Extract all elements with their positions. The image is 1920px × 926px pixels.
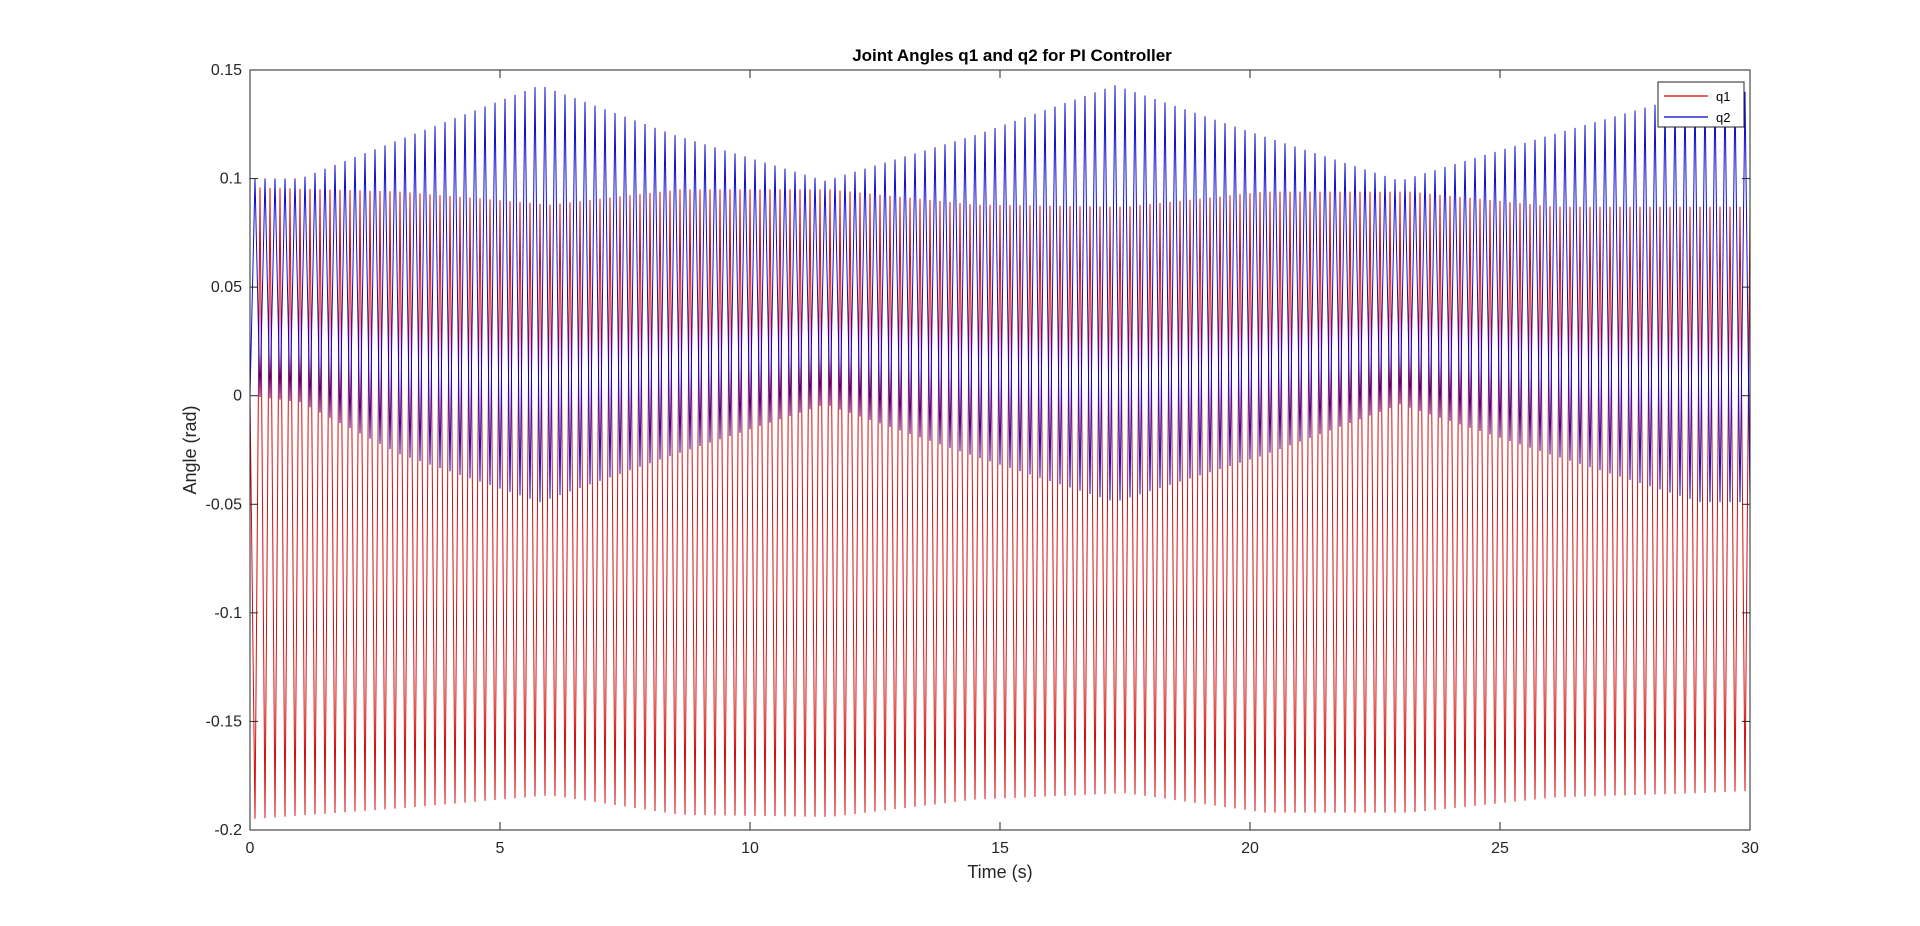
series-line-q2 [249, 85, 1751, 503]
tick-layer: 0 5 10 15 20 25 30 -0.2 -0.15 -0.1 -0.05 0 0.05 0.1 0.… [206, 62, 1759, 857]
legend-box [1657, 81, 1745, 128]
y-tick-label: 0.1 [220, 171, 242, 188]
x-tick-label: 25 [1491, 840, 1509, 857]
y-tick-label: -0.15 [206, 713, 243, 730]
y-tick-label: -0.2 [214, 822, 242, 839]
x-tick-label: 15 [991, 840, 1009, 857]
legend-label-q1: q1 [1716, 89, 1730, 104]
legend-label-q2: q2 [1716, 110, 1730, 125]
plot-area: 0 5 10 15 20 25 30 -0.2 -0.15 -0.1 -0.05 0 0.05 0.1 0.… [206, 62, 1759, 857]
legend: q1 q2 [1657, 81, 1745, 128]
y-tick-label: 0 [233, 388, 242, 405]
y-tick-label: 0.15 [211, 62, 242, 79]
chart-title: Joint Angles q1 and q2 for PI Controller [852, 46, 1172, 65]
x-axis-label: Time (s) [967, 862, 1032, 882]
y-tick-label: -0.1 [214, 605, 242, 622]
series-line-q1 [249, 187, 1751, 819]
y-axis-label: Angle (rad) [180, 405, 200, 494]
y-tick-label: -0.05 [206, 496, 243, 513]
x-tick-label: 0 [246, 840, 255, 857]
x-tick-label: 20 [1241, 840, 1259, 857]
x-tick-label: 10 [741, 840, 759, 857]
x-tick-label: 5 [496, 840, 505, 857]
y-tick-label: 0.05 [211, 279, 242, 296]
x-tick-label: 30 [1741, 840, 1759, 857]
series-layer [249, 85, 1751, 819]
